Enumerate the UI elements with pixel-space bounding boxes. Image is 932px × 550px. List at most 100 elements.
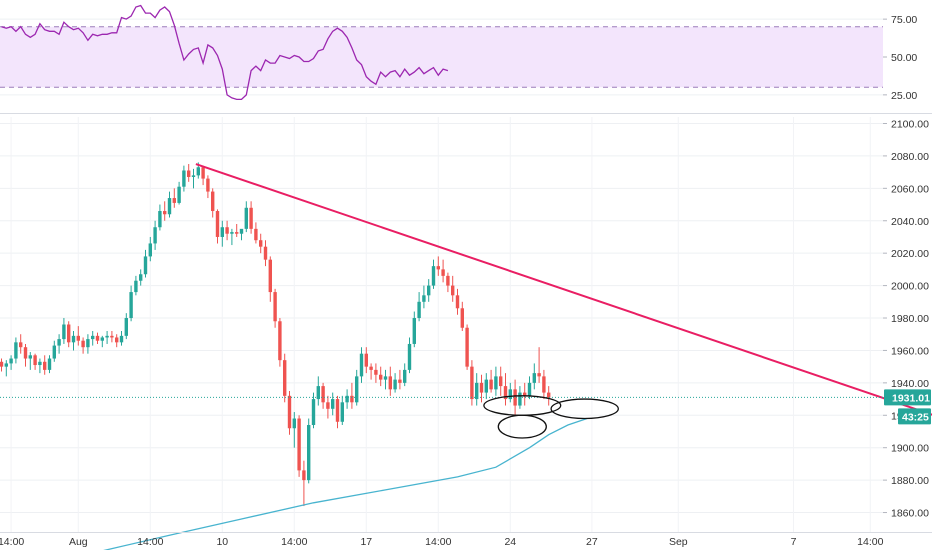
candle-body — [302, 470, 306, 481]
candle-body — [71, 335, 76, 343]
candle-body — [254, 228, 258, 241]
candle-body — [163, 211, 167, 215]
candle-body — [100, 337, 104, 341]
candle-body — [215, 211, 220, 237]
price-y-axis: 2100.00 2080.00 2060.00 2040.00 2020.00 2000.… — [883, 118, 929, 520]
candle-body — [259, 240, 263, 247]
candle — [76, 326, 80, 346]
annotation-ellipse — [550, 398, 619, 420]
candle — [331, 392, 335, 416]
candle-body — [292, 418, 296, 429]
candle — [503, 373, 508, 406]
candle-body — [158, 211, 162, 228]
candle — [460, 301, 464, 331]
x-tick-label: Aug — [69, 536, 88, 548]
candle — [364, 347, 368, 374]
current-price-label: 1931.01 — [892, 392, 930, 404]
candle — [393, 373, 397, 393]
candle — [153, 220, 157, 250]
candle-body — [67, 324, 71, 343]
candle-body — [345, 395, 349, 403]
x-tick-label: 14:00 — [0, 536, 24, 548]
price-y-tick-label: 2040.00 — [891, 216, 929, 228]
candle — [148, 236, 152, 262]
candle-body — [508, 389, 512, 400]
candle-body — [431, 266, 436, 286]
candle — [191, 168, 196, 189]
candle — [527, 376, 532, 400]
candle-body — [547, 392, 551, 398]
candle-body — [153, 227, 157, 244]
price-y-tick-label: 1860.00 — [891, 508, 929, 520]
candle — [268, 256, 272, 302]
candle — [374, 363, 378, 383]
candle-body — [465, 327, 469, 367]
candle-body — [263, 246, 268, 260]
candle-body — [148, 243, 152, 257]
candle — [23, 343, 28, 367]
candle — [95, 332, 100, 344]
candle-body — [398, 379, 402, 383]
candle — [134, 275, 138, 296]
candle — [278, 318, 282, 367]
candle-body — [105, 335, 109, 338]
candle-body — [523, 392, 527, 396]
candle — [91, 330, 95, 346]
candle-body — [177, 186, 181, 203]
candle — [57, 334, 61, 354]
candle-body — [14, 342, 18, 359]
candle-body — [76, 335, 80, 341]
candle — [436, 256, 440, 276]
x-tick-label: 14:00 — [281, 536, 307, 548]
candle-body — [235, 232, 239, 234]
candle — [316, 376, 320, 406]
candle — [263, 240, 268, 267]
candle-body — [369, 366, 373, 370]
candle — [215, 209, 220, 244]
candle-body — [499, 376, 503, 387]
candle-body — [427, 285, 431, 296]
candle-body — [268, 259, 272, 293]
candle — [182, 165, 186, 192]
candle — [542, 369, 546, 400]
x-tick-label: 17 — [360, 536, 372, 548]
candle-body — [33, 355, 37, 366]
candle-body — [316, 386, 320, 400]
candle — [494, 366, 498, 396]
candle-body — [379, 374, 383, 380]
candle-body — [451, 285, 455, 296]
candle-body — [124, 318, 128, 336]
current-price-badge: 1931.01 43:25 — [884, 389, 931, 425]
candle-body — [278, 321, 282, 361]
candle — [283, 353, 287, 403]
candle-body — [167, 198, 172, 215]
candle-body — [383, 376, 388, 380]
candle-body — [407, 343, 412, 370]
candle — [33, 353, 37, 370]
candle-body — [206, 178, 210, 192]
candle-body — [187, 170, 191, 177]
rsi-band — [0, 26, 883, 88]
x-tick-label: Sep — [669, 536, 688, 548]
candle-body — [532, 373, 536, 383]
candle-body — [518, 392, 522, 406]
rsi-y-axis: 75.00 50.00 25.00 — [883, 14, 917, 102]
candle — [379, 366, 383, 387]
candle — [359, 347, 364, 383]
candle-body — [23, 347, 28, 359]
candle — [235, 223, 239, 237]
candle — [422, 285, 426, 309]
candle — [489, 369, 493, 393]
candle — [335, 395, 340, 429]
x-axis: 14:00 Aug 14:00 10 14:00 17 14:00 24 27 Sep 7 14:00 — [0, 532, 932, 548]
price-y-tick-label: 1940.00 — [891, 378, 929, 390]
candle-body — [230, 232, 234, 234]
candle — [441, 259, 445, 283]
candle-body — [412, 318, 416, 344]
candle — [86, 334, 90, 354]
candle-body — [211, 191, 215, 212]
candle-body — [479, 382, 484, 393]
x-tick-label: 10 — [216, 536, 228, 548]
candle — [47, 355, 52, 374]
candle — [403, 363, 407, 387]
